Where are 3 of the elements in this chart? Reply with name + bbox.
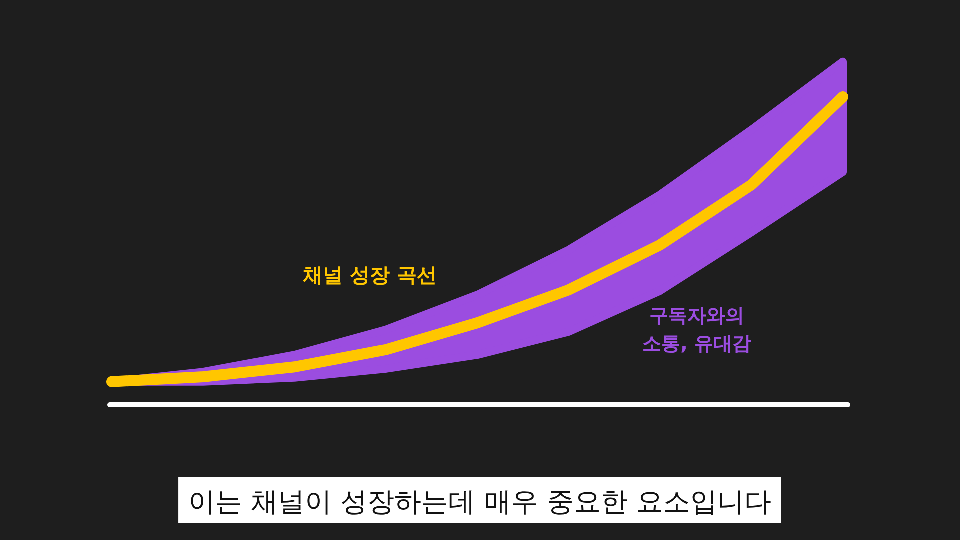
text: 채널 성장 곡선 (302, 263, 437, 287)
annotation: 구독자와의 소통, 유대감 (642, 305, 752, 355)
caption: 이는 채널이 성장하는데 매우 중요한 요소입니다 (178, 477, 782, 523)
